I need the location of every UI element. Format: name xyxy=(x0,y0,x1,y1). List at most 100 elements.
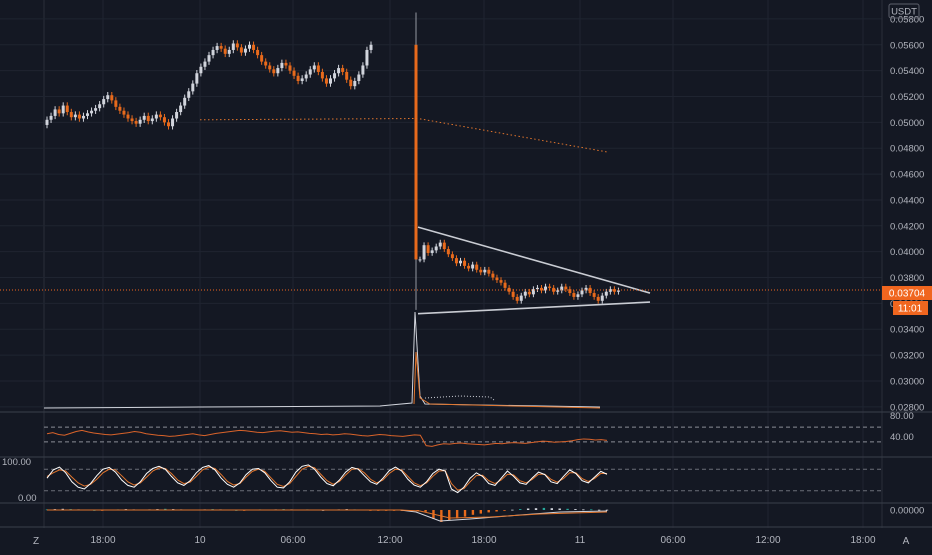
candle-down xyxy=(317,65,320,71)
candle-down xyxy=(147,116,150,121)
candle-up xyxy=(361,65,364,74)
macd-histogram-bar xyxy=(480,510,482,514)
price-tick-label: 0.03200 xyxy=(890,351,924,362)
candle-down xyxy=(70,112,73,117)
candle-up xyxy=(62,106,65,114)
price-tick-label: 0.04000 xyxy=(890,247,924,258)
candle-down xyxy=(463,261,466,266)
candle-up xyxy=(183,98,186,106)
time-axis-label: 18:00 xyxy=(471,535,496,546)
macd-histogram-bar xyxy=(606,510,608,511)
price-tick-label: 0.05200 xyxy=(890,92,924,103)
macd-histogram-bar xyxy=(551,508,553,510)
candle-down xyxy=(220,46,223,49)
candle-down xyxy=(512,292,515,297)
candle-down xyxy=(349,80,352,86)
candle-down xyxy=(240,47,243,52)
candle-up xyxy=(435,246,438,250)
candle-up xyxy=(98,104,101,108)
macd-histogram-bar xyxy=(566,509,568,510)
candle-down xyxy=(264,62,267,66)
candle-up xyxy=(171,118,174,126)
price-tick-label: 0.04400 xyxy=(890,195,924,206)
corner-left-label[interactable]: Z xyxy=(33,536,39,547)
candle-up xyxy=(353,81,356,86)
candle-up xyxy=(365,50,368,66)
candle-down xyxy=(487,270,490,274)
candle-down xyxy=(268,65,271,69)
candle-down xyxy=(163,117,166,122)
candle-up xyxy=(74,115,77,118)
rsi-tick-label: 80.00 xyxy=(890,411,914,422)
candle-up xyxy=(313,65,316,69)
candle-up xyxy=(536,288,539,289)
price-tick-label: 0.05600 xyxy=(890,40,924,51)
candle-down xyxy=(467,266,470,269)
candle-down xyxy=(289,65,292,70)
candle-up xyxy=(337,68,340,73)
candle-down xyxy=(548,287,551,288)
candle-up xyxy=(82,116,85,119)
candle-up xyxy=(155,115,158,119)
macd-histogram-bar xyxy=(448,510,450,521)
candle-up xyxy=(439,243,442,247)
macd-histogram-bar xyxy=(535,508,537,510)
candle-down xyxy=(252,45,255,50)
candle-down xyxy=(167,122,170,126)
candle-up xyxy=(195,73,198,83)
candle-up xyxy=(139,120,142,124)
candle-down xyxy=(114,100,117,106)
stochastic-tick-label: 100.00 xyxy=(2,457,31,468)
candle-down xyxy=(122,111,125,115)
price-tick-label: 0.04600 xyxy=(890,170,924,181)
macd-histogram-bar xyxy=(456,510,458,518)
candle-up xyxy=(459,261,462,264)
candle-up xyxy=(94,108,97,111)
time-axis-label: 11 xyxy=(575,535,586,546)
candle-up xyxy=(431,250,434,253)
candle-up xyxy=(54,109,57,115)
candle-down xyxy=(321,72,324,78)
macd-histogram-bar xyxy=(495,510,497,512)
candle-down xyxy=(127,115,130,119)
candle-down xyxy=(341,68,344,72)
candle-down xyxy=(443,243,446,249)
macd-histogram-bar xyxy=(424,510,426,512)
candle-up xyxy=(333,73,336,78)
candle-down xyxy=(78,115,81,119)
candle-down xyxy=(516,297,519,301)
candle-down xyxy=(500,280,503,283)
currency-label: USDT xyxy=(891,7,917,18)
price-tick-label: 0.03000 xyxy=(890,376,924,387)
candle-up xyxy=(228,50,231,54)
candle-down xyxy=(159,115,162,118)
candle-down xyxy=(491,274,494,278)
candle-up xyxy=(471,265,474,269)
candle-down xyxy=(135,121,138,124)
candle-up xyxy=(309,69,312,74)
time-axis-label: 18:00 xyxy=(90,535,115,546)
time-axis-label: 12:00 xyxy=(755,535,780,546)
candle-up xyxy=(301,78,304,81)
candle-up xyxy=(556,290,559,291)
candle-up xyxy=(199,67,202,73)
corner-right-label[interactable]: A xyxy=(903,536,910,547)
time-axis-label: 06:00 xyxy=(660,535,685,546)
price-tick-label: 0.03400 xyxy=(890,325,924,336)
candle-up xyxy=(208,55,211,61)
candle-up xyxy=(248,45,251,49)
candle-down xyxy=(593,293,596,297)
price-tick-label: 0.05400 xyxy=(890,66,924,77)
candle-up xyxy=(601,296,604,301)
macd-histogram-bar xyxy=(503,510,505,511)
candle-down xyxy=(284,63,287,66)
candle-up xyxy=(151,118,154,121)
macd-histogram-bar xyxy=(543,508,545,510)
candle-up xyxy=(244,49,247,53)
candle-up xyxy=(175,112,178,118)
candle-up xyxy=(520,296,523,301)
candle-down xyxy=(504,283,507,288)
candle-up xyxy=(50,116,53,120)
candle-up xyxy=(370,45,373,50)
